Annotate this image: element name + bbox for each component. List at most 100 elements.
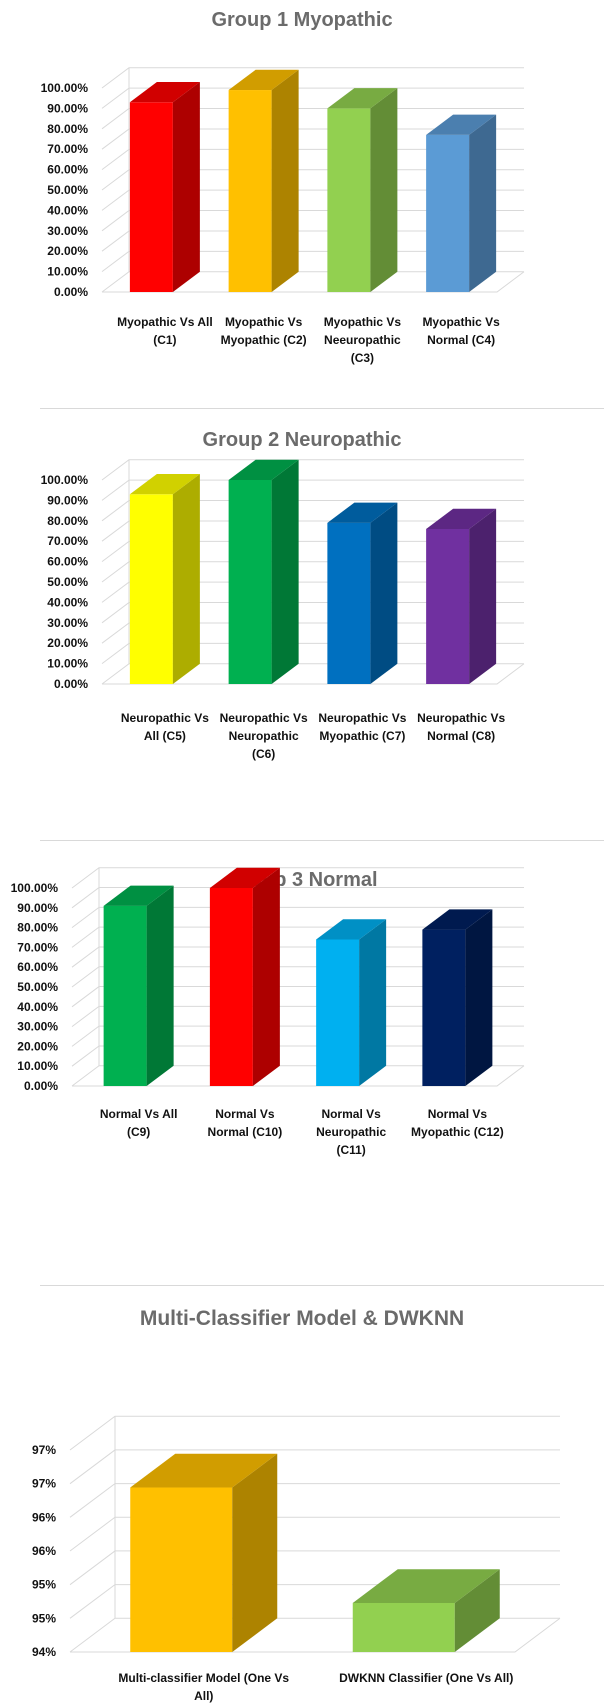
y-tick-label: 0.00%: [54, 677, 88, 691]
bar-top: [228, 459, 299, 480]
y-tick-label: 70.00%: [47, 142, 88, 156]
bar: [426, 508, 497, 684]
y-tick-label: 80.00%: [47, 122, 88, 136]
bar-top: [209, 867, 280, 888]
chart-panel-2: Group 2 Neuropathic 0.00% 10.00% 20.00% 30.0…: [0, 420, 604, 830]
x-category-label-line: DWKNN Classifier (One Vs All): [339, 1671, 513, 1685]
bar-side: [469, 114, 497, 292]
y-tick-label: 100.00%: [41, 473, 89, 487]
chart-title: Group 1 Myopathic: [211, 9, 392, 31]
bar: [103, 885, 174, 1086]
y-tick-label: 70.00%: [17, 940, 58, 954]
bar-top: [352, 1569, 500, 1603]
x-category-label-line: Normal (C8): [427, 729, 495, 743]
bar-side: [232, 1453, 278, 1652]
bar-front: [426, 528, 470, 684]
x-category-label-line: Myopathic (C2): [221, 333, 307, 347]
chart-panel-3: Group 3 Normal 0.00% 10.00% 20.00% 30.00% 40.…: [0, 860, 604, 1280]
x-category-label-line: Neeuropathic: [324, 333, 401, 347]
x-category-label-line: Neuropathic Vs: [417, 711, 505, 725]
x-category-label-line: (C3): [351, 351, 374, 365]
bar-front: [130, 1487, 233, 1652]
y-tick-label: 50.00%: [47, 183, 88, 197]
x-category-label-line: Multi-classifier Model (One Vs: [118, 1671, 289, 1685]
x-category-label-line: Normal (C10): [208, 1125, 283, 1139]
y-tick-label: 20.00%: [17, 1039, 58, 1053]
y-tick-label: 40.00%: [47, 203, 88, 217]
x-category-label: Normal Vs Normal (C10): [208, 1107, 283, 1139]
x-category-label: Normal Vs All (C9): [100, 1107, 178, 1139]
x-category-label: Neuropathic Vs All (C5): [121, 711, 209, 743]
y-tick-label: 90.00%: [17, 901, 58, 915]
y-tick-label: 10.00%: [47, 265, 88, 279]
x-category-label-line: Myopathic (C7): [319, 729, 405, 743]
bar-top: [228, 69, 299, 91]
y-tick-label: 40.00%: [47, 595, 88, 609]
chart-panel-4: Multi-Classifier Model & DWKNN 94% 95% 95% 9…: [0, 1290, 604, 1706]
bar-front: [228, 480, 272, 684]
bar-side: [252, 867, 280, 1086]
y-tick-label: 60.00%: [47, 555, 88, 569]
y-tick-label: 0.00%: [54, 285, 88, 299]
x-category-label-line: Neuropathic Vs: [121, 711, 209, 725]
bar-front: [327, 522, 371, 684]
bar-front: [422, 929, 466, 1086]
bar-front: [129, 102, 173, 292]
bar-side: [172, 474, 200, 684]
x-category-label-line: Normal Vs: [321, 1107, 381, 1121]
y-tick-label: 0.00%: [24, 1079, 58, 1093]
bar-side: [172, 82, 200, 292]
chart-divider: [40, 408, 604, 409]
x-category-label: Neuropathic Vs Myopathic (C7): [318, 711, 406, 743]
bar-top: [426, 508, 497, 529]
y-tick-label: 60.00%: [17, 960, 58, 974]
chart-title: Multi-Classifier Model & DWKNN: [140, 1307, 464, 1330]
bar-front: [103, 905, 147, 1086]
x-category-label: Normal Vs Myopathic (C12): [411, 1107, 504, 1139]
y-tick-label: 70.00%: [47, 534, 88, 548]
x-category-label-line: (C9): [127, 1125, 150, 1139]
x-category-label: Normal Vs Neuropathic (C11): [316, 1107, 386, 1157]
chart-divider: [40, 840, 604, 841]
x-category-label: Neuropathic Vs Neuropathic (C6): [220, 711, 308, 761]
x-category-label: Myopathic Vs All (C1): [117, 315, 213, 347]
bar-top: [327, 502, 398, 523]
bar-side: [370, 502, 398, 684]
gridline: [69, 1415, 560, 1451]
bar-front: [316, 939, 360, 1086]
x-category-label: Myopathic Vs Neeuropathic (C3): [324, 315, 402, 365]
chart-group-3-normal: Group 3 Normal0.00%10.00%20.00%30.00%40.…: [11, 867, 525, 1157]
x-category-label-line: Myopathic (C12): [411, 1125, 504, 1139]
bar: [316, 919, 387, 1086]
bar-top: [426, 114, 497, 135]
chart-multi-classifier-dwknn: Multi-Classifier Model & DWKNN 94% 95% 95% 9…: [32, 1307, 561, 1703]
bar-side: [370, 88, 398, 293]
y-tick-label: 50.00%: [47, 575, 88, 589]
bar: [327, 88, 398, 293]
bar: [228, 459, 299, 684]
chart-title: Group 2 Neuropathic: [203, 429, 402, 451]
x-category-label-line: All (C5): [144, 729, 186, 743]
bar-side: [469, 508, 497, 684]
bar-top: [129, 82, 200, 103]
bar: [422, 909, 493, 1086]
y-tick-label: 100.00%: [11, 881, 59, 895]
bar: [228, 69, 299, 292]
y-tick-label: 96%: [32, 1510, 56, 1524]
x-category-label-line: Myopathic Vs: [324, 315, 402, 329]
x-category-label-line: (C6): [252, 747, 275, 761]
y-tick-label: 30.00%: [17, 1020, 58, 1034]
bar: [327, 502, 398, 684]
x-category-label-line: Neuropathic Vs: [220, 711, 308, 725]
bar-side: [359, 919, 387, 1086]
y-tick-label: 40.00%: [17, 1000, 58, 1014]
x-category-label-line: All): [194, 1689, 213, 1703]
x-category-label-line: (C1): [153, 333, 176, 347]
x-category-label: DWKNN Classifier (One Vs All): [339, 1671, 513, 1685]
bar-top: [327, 88, 398, 109]
chart-group-1-myopathic: Group 1 Myopathic 0.00% 10.00% 20.00% 30.00%…: [41, 9, 525, 365]
y-tick-label: 50.00%: [17, 980, 58, 994]
y-tick-label: 96%: [32, 1544, 56, 1558]
x-category-label-line: Normal Vs: [428, 1107, 488, 1121]
x-category-label-line: Normal (C4): [427, 333, 495, 347]
